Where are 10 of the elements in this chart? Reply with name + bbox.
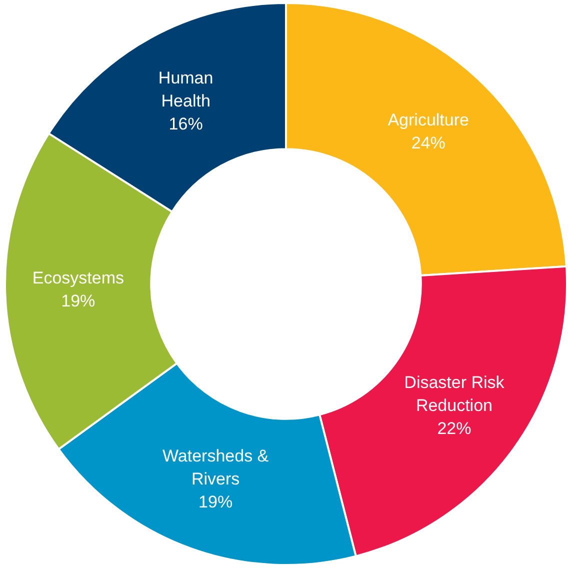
data-label: 19% — [61, 292, 96, 311]
data-label: 24% — [411, 134, 446, 153]
slice-label: Human Health — [158, 68, 214, 110]
slice-label: Ecosystems — [32, 268, 124, 288]
slice-label: Disaster Risk Reduction — [404, 372, 505, 415]
slice-label: Watersheds & Rivers — [162, 446, 270, 488]
data-label: 22% — [437, 418, 472, 438]
data-label: 19% — [198, 492, 233, 512]
data-label: 16% — [168, 114, 203, 134]
slice-label: Agriculture — [388, 110, 469, 130]
